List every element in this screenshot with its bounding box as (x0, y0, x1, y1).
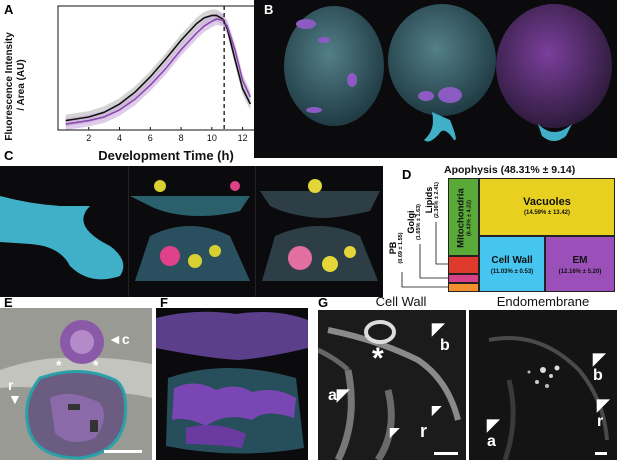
panel-c-label-outer: C (4, 148, 14, 163)
scale-bar (104, 450, 142, 453)
x-tick-label-8: 8 (179, 133, 184, 143)
panel-e-label-outer: E (4, 295, 13, 310)
series-line-1 (65, 18, 252, 125)
scale-bar (595, 452, 607, 455)
panel-a-label: A (4, 2, 14, 17)
asterisk-right: * (93, 357, 99, 373)
treemap-vacuoles: Vacuoles (14.59% ± 13.42) (479, 178, 615, 236)
panel-b-cells-image (284, 4, 612, 142)
x-tick-label-12: 12 (238, 133, 248, 143)
panel-e-image (0, 308, 152, 460)
arrowhead-r: r ▼ (8, 377, 22, 407)
panel-d-label: D (402, 167, 412, 182)
arrowhead-b: ◤ b (593, 351, 606, 384)
treemap-em: EM (12.16% ± 5.20) (545, 236, 615, 292)
panel-g-cell-wall-image (318, 310, 466, 460)
arrowhead-a: ◤ a (487, 417, 500, 450)
x-axis-label: Development Time (h) (98, 148, 234, 163)
arrowhead-small: ◤ (390, 425, 400, 439)
panel-b-render: B (254, 0, 617, 158)
panel-g-endomembrane: ◤ a ◤ b ◤ r (469, 310, 617, 460)
x-tick-label-10: 10 (207, 133, 217, 143)
arrowhead-c: ◄c (108, 331, 130, 347)
treemap-golgi-label: Golgi (1.65% ± 1.63) (406, 203, 422, 241)
series-band-1 (65, 13, 251, 130)
arrowhead-b: ◤ b (432, 321, 450, 354)
treemap-lipids (448, 256, 479, 274)
panel-e-label: E (4, 308, 13, 309)
asterisk: * (372, 342, 384, 375)
treemap-pb (448, 283, 479, 292)
asterisk-left: * (56, 357, 62, 373)
treemap-cell-wall: Cell Wall (11.03% ± 0.53) (479, 236, 545, 292)
panel-c-cells-image (0, 166, 380, 297)
panel-a-chart: Normalised Fluorescence Intensity / Area… (0, 5, 259, 163)
treemap-mitochondria-text: Mitochondria (6.43% ± 4.22) (455, 188, 473, 248)
panel-g-cell-wall: * a◤ ◤ b ◤ r ◤ (318, 310, 466, 460)
treemap-title: Apophysis (48.31% ± 9.14) (444, 164, 576, 176)
panel-g-endomembrane-image (469, 310, 617, 460)
treemap-mitochondria: Mitochondria (6.43% ± 4.22) (448, 178, 479, 256)
series-line-0 (65, 14, 252, 122)
panel-c-label: C (4, 166, 13, 167)
panel-f-label-outer: F (160, 295, 168, 310)
panel-f-image (156, 311, 308, 454)
arrowhead-r-marker: ◤ (432, 403, 442, 417)
label-r: r (420, 421, 428, 441)
panel-f-label: F (162, 308, 170, 309)
scale-bar (434, 452, 458, 455)
panel-g-label: G (318, 295, 329, 310)
x-tick-label-6: 6 (148, 133, 153, 143)
x-tick-label-2: 2 (86, 133, 91, 143)
x-tick-label-4: 4 (117, 133, 122, 143)
panel-a: A Normalised Fluorescence Intensity / Ar… (0, 0, 270, 165)
treemap-lipids-label: Lipids (2.36% ± 2.41) (424, 181, 440, 219)
treemap-golgi (448, 274, 479, 283)
panel-b-label: B (264, 2, 274, 17)
panel-c-render: C (0, 166, 383, 297)
panel-f-render: F (156, 308, 308, 460)
panel-e-micrograph: E ◄c r▼ * * (0, 308, 152, 460)
arrowhead-r: ◤ r (597, 397, 610, 430)
arrowhead-a: a◤ (328, 387, 350, 404)
panel-g-left-title: Cell Wall (375, 294, 427, 309)
treemap-pb-label: PB (0.69 ± 1.55) (388, 232, 404, 264)
panel-d-treemap: D Apophysis (48.31% ± 9.14) Vacuoles (14… (384, 160, 617, 300)
y-axis-label: Normalised Fluorescence Intensity / Area… (0, 29, 27, 140)
panel-g-right-title: Endomembrane (496, 294, 590, 309)
